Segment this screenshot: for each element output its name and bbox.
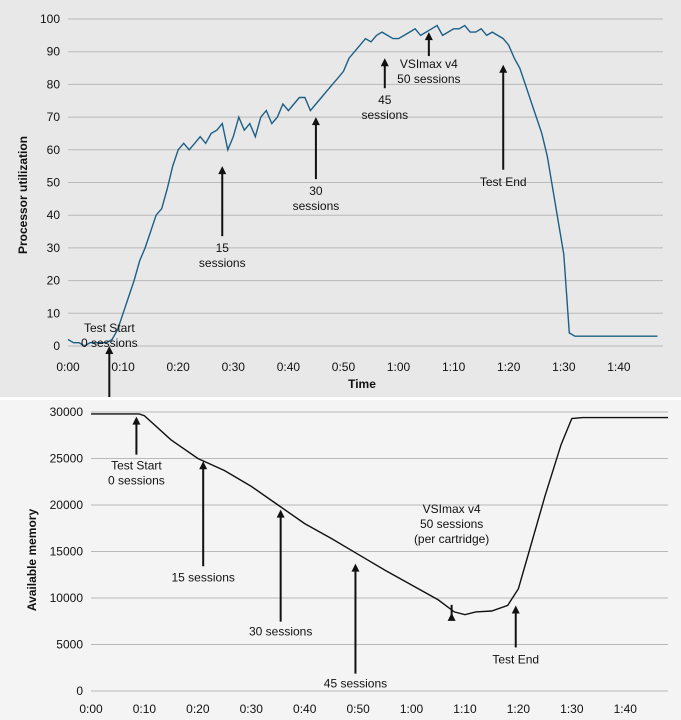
- cpu-annotation-arrowhead: [424, 32, 433, 41]
- cpu-y-tick-label: 0: [53, 339, 60, 353]
- mem-annotation-text: 50 sessions: [420, 517, 483, 531]
- processor-y-axis-title: Processor utilization: [16, 136, 30, 254]
- cpu-annotation-text: Test End: [480, 175, 527, 189]
- cpu-x-tick-label: 1:40: [607, 360, 631, 374]
- mem-annotation-text: 15 sessions: [172, 570, 235, 584]
- cpu-x-tick-label: 1:10: [442, 360, 466, 374]
- cpu-x-tick-label: 0:20: [167, 360, 191, 374]
- mem-x-tick-label: 1:30: [560, 702, 584, 716]
- cpu-x-tick-label: 1:20: [497, 360, 521, 374]
- mem-y-tick-label: 5000: [56, 638, 83, 652]
- mem-x-tick-label: 0:50: [346, 702, 370, 716]
- cpu-annotation-arrowhead: [218, 166, 227, 175]
- cpu-x-tick-label: 1:30: [552, 360, 576, 374]
- cpu-annotation-text: sessions: [199, 256, 246, 270]
- mem-annotation-text: Test End: [492, 652, 539, 666]
- cpu-annotation-arrowhead: [105, 346, 114, 354]
- cpu-annotation-text: 15: [216, 241, 230, 255]
- mem-x-tick-label: 1:00: [400, 702, 424, 716]
- cpu-annotation-arrowhead: [311, 117, 320, 126]
- cpu-y-tick-label: 60: [47, 143, 61, 157]
- processor-utilization-line: [67, 24, 658, 347]
- mem-annotation: 15 sessions: [172, 461, 235, 584]
- mem-x-tick-label: 1:40: [614, 702, 638, 716]
- cpu-annotation-text: Test Start: [84, 321, 135, 335]
- mem-x-tick-label: 0:00: [79, 702, 103, 716]
- mem-y-tick-label: 15000: [50, 545, 84, 559]
- mem-x-tick-label: 0:40: [293, 702, 317, 716]
- cpu-x-tick-label: 1:00: [387, 360, 411, 374]
- mem-annotation-text: 30 sessions: [249, 625, 312, 639]
- mem-annotation: 30 sessions: [249, 509, 312, 639]
- mem-annotation: 45 sessions: [324, 563, 387, 691]
- processor-x-axis-title: Time: [348, 377, 376, 391]
- mem-annotation-text: (per cartridge): [414, 532, 489, 546]
- cpu-y-tick-label: 50: [47, 176, 61, 190]
- mem-annotation-arrowhead: [351, 563, 360, 572]
- cpu-annotation: Test End: [480, 64, 527, 189]
- mem-annotation-text: Test Start: [111, 459, 162, 473]
- cpu-y-tick-label: 80: [47, 77, 61, 91]
- cpu-annotation-text: 50 sessions: [397, 72, 460, 86]
- mem-y-tick-label: 30000: [50, 405, 84, 419]
- mem-annotation-arrowhead: [447, 612, 456, 621]
- mem-annotation-arrowhead: [132, 416, 141, 425]
- mem-x-tick-label: 0:30: [240, 702, 264, 716]
- cpu-annotation-text: 30: [309, 184, 323, 198]
- mem-x-tick-label: 1:10: [453, 702, 477, 716]
- cpu-annotation-text: VSImax v4: [400, 57, 458, 71]
- mem-y-tick-label: 20000: [50, 498, 84, 512]
- mem-annotation-arrowhead: [276, 509, 285, 518]
- mem-annotation-arrowhead: [511, 605, 520, 614]
- mem-annotation: Test End: [492, 605, 539, 666]
- cpu-annotation-text: sessions: [361, 108, 408, 122]
- cpu-annotation-text: 0 sessions: [81, 336, 138, 350]
- cpu-x-tick-label: 0:00: [56, 360, 80, 374]
- cpu-annotation-arrowhead: [380, 58, 389, 67]
- available-memory-line: [91, 413, 668, 616]
- cpu-y-tick-label: 70: [47, 110, 61, 124]
- mem-annotation-text: VSImax v4: [423, 502, 481, 516]
- mem-annotation-text: 0 sessions: [108, 474, 165, 488]
- available-memory-chart: 0 5000 10000 15000 20000 25000 30000 0:00 0:10 0…: [0, 400, 681, 720]
- cpu-y-tick-label: 40: [47, 208, 61, 222]
- cpu-y-tick-label: 30: [47, 241, 61, 255]
- processor-chart-svg: 0 10 20 30 40 50 60 70 80 90 100 0:00 0:10 0:20 0:30 0…: [16, 12, 663, 397]
- cpu-x-tick-label: 0:40: [277, 360, 301, 374]
- mem-x-tick-label: 1:20: [507, 702, 531, 716]
- memory-y-axis-title: Available memory: [25, 509, 39, 612]
- processor-utilization-chart: 0 10 20 30 40 50 60 70 80 90 100 0:00 0:10 0:20 0:30 0…: [0, 0, 681, 397]
- cpu-y-tick-label: 10: [47, 306, 61, 320]
- cpu-x-tick-label: 0:10: [111, 360, 135, 374]
- mem-y-tick-label: 10000: [50, 591, 84, 605]
- cpu-y-tick-label: 100: [40, 12, 60, 26]
- memory-chart-svg: 0 5000 10000 15000 20000 25000 30000 0:00 0:10 0…: [25, 405, 668, 716]
- cpu-annotation-arrowhead: [499, 64, 508, 73]
- cpu-annotation-text: sessions: [293, 199, 340, 213]
- mem-annotation-arrowhead: [199, 461, 208, 470]
- cpu-annotation-text: 45: [378, 93, 392, 107]
- cpu-y-tick-label: 20: [47, 274, 61, 288]
- mem-x-tick-label: 0:10: [133, 702, 157, 716]
- cpu-y-tick-label: 90: [47, 45, 61, 59]
- mem-y-tick-label: 0: [76, 684, 83, 698]
- mem-x-tick-label: 0:20: [186, 702, 210, 716]
- mem-y-tick-label: 25000: [50, 452, 84, 466]
- mem-annotation-text: 45 sessions: [324, 677, 387, 691]
- cpu-x-tick-label: 0:30: [222, 360, 246, 374]
- cpu-x-tick-label: 0:50: [332, 360, 356, 374]
